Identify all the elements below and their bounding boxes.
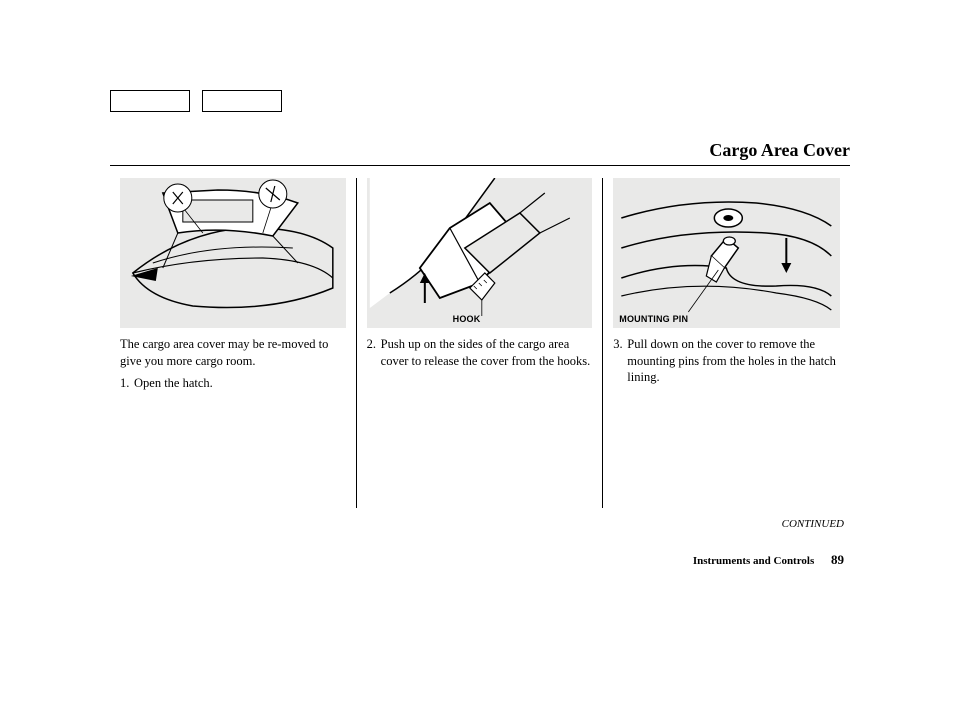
figure-label-mounting-pin: MOUNTING PIN [619, 314, 688, 324]
title-row: Cargo Area Cover [110, 140, 850, 166]
header-placeholder-boxes [110, 90, 850, 112]
footer-page-number: 89 [831, 552, 844, 567]
hatch-illustration [120, 178, 346, 328]
step-number: 1. [120, 375, 134, 392]
step-text: Open the hatch. [134, 375, 346, 392]
column-3: MOUNTING PIN 3. Pull down on the cover t… [603, 178, 850, 508]
continued-label: CONTINUED [110, 518, 850, 530]
pin-illustration [613, 178, 840, 328]
content-columns: The cargo area cover may be re-moved to … [110, 178, 850, 508]
step-2: 2. Push up on the sides of the cargo are… [367, 336, 593, 369]
manual-page: Cargo Area Cover [110, 90, 850, 568]
step-text: Push up on the sides of the cargo area c… [381, 336, 593, 369]
placeholder-box [110, 90, 190, 112]
placeholder-box [202, 90, 282, 112]
page-footer: Instruments and Controls 89 [110, 552, 850, 568]
figure-label-hook: HOOK [453, 314, 481, 324]
step-3: 3. Pull down on the cover to remove the … [613, 336, 840, 386]
hook-illustration [367, 178, 593, 328]
column-2: HOOK 2. Push up on the sides of the carg… [357, 178, 604, 508]
intro-text: The cargo area cover may be re-moved to … [120, 336, 346, 369]
step-1: 1. Open the hatch. [120, 375, 346, 392]
column-1: The cargo area cover may be re-moved to … [110, 178, 357, 508]
page-title: Cargo Area Cover [709, 140, 850, 160]
step-number: 2. [367, 336, 381, 369]
figure-mounting-pin: MOUNTING PIN [613, 178, 840, 328]
figure-hook: HOOK [367, 178, 593, 328]
step-text: Pull down on the cover to remove the mou… [627, 336, 840, 386]
step-number: 3. [613, 336, 627, 386]
footer-section: Instruments and Controls [693, 555, 814, 567]
figure-open-hatch [120, 178, 346, 328]
